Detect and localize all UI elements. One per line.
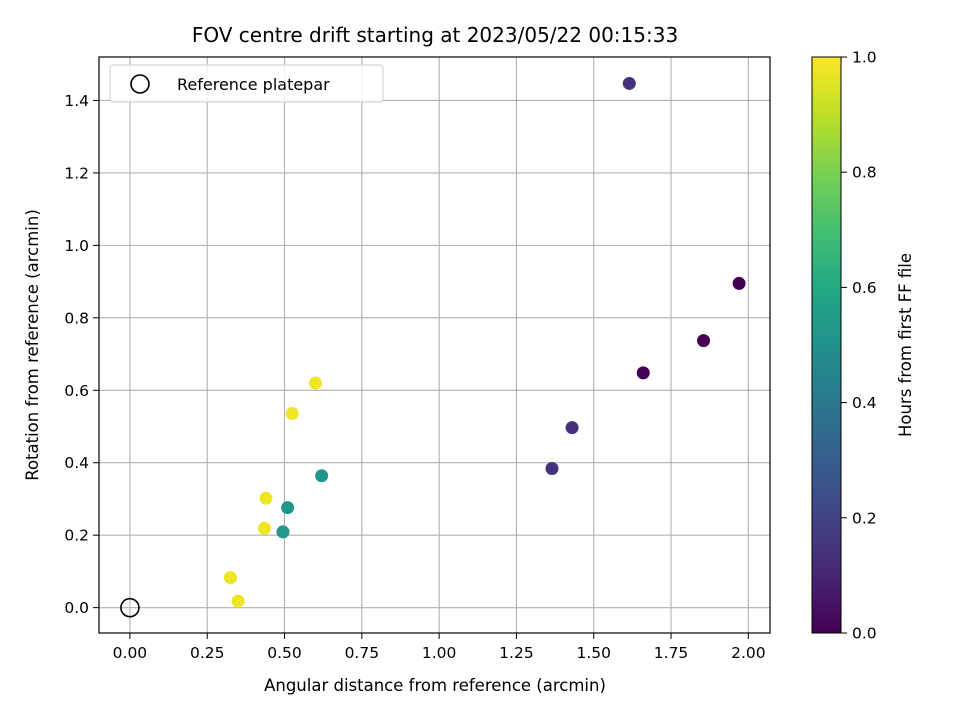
x-tick-label: 0.50 — [267, 644, 302, 662]
y-tick-label: 1.4 — [64, 92, 89, 110]
colorbar-title: Hours from first FF file — [896, 253, 915, 437]
y-tick-label: 0.8 — [64, 309, 89, 327]
x-tick-label: 1.25 — [499, 644, 534, 662]
y-axis-ticks: 0.0 0.2 0.4 0.6 0.8 1.0 1.2 1.4 — [64, 92, 99, 617]
x-axis-title: Angular distance from reference (arcmin) — [264, 676, 606, 695]
colorbar-tick-label: 0.6 — [852, 279, 877, 297]
data-point — [565, 421, 579, 435]
colorbar-tick-label: 0.2 — [852, 509, 877, 527]
y-tick-label: 0.6 — [64, 382, 89, 400]
colorbar-tick-label: 0.0 — [852, 625, 877, 643]
grid-lines — [99, 57, 770, 633]
data-point — [308, 376, 322, 390]
legend: Reference platepar — [109, 64, 384, 103]
plot-area-frame — [98, 56, 771, 634]
legend-box — [109, 64, 384, 103]
colorbar-tick-label: 1.0 — [852, 49, 877, 67]
y-tick-label: 1.2 — [64, 164, 89, 182]
data-point — [697, 334, 711, 348]
data-point — [276, 525, 290, 539]
x-tick-label: 1.50 — [576, 644, 611, 662]
colorbar: 0.0 0.2 0.4 0.6 0.8 1.0 Hours from first FF f… — [811, 49, 915, 643]
data-point — [223, 571, 237, 585]
data-point — [285, 406, 299, 420]
y-axis-title: Rotation from reference (arcmin) — [23, 209, 42, 481]
x-tick-label: 0.00 — [113, 644, 148, 662]
data-point — [259, 491, 273, 505]
data-point — [732, 276, 746, 290]
x-tick-label: 1.00 — [422, 644, 457, 662]
data-point — [545, 462, 559, 476]
x-tick-label: 0.75 — [345, 644, 380, 662]
chart-title: FOV centre drift starting at 2023/05/22 … — [192, 23, 678, 47]
y-tick-label: 1.0 — [64, 237, 89, 255]
colorbar-ticks: 0.0 0.2 0.4 0.6 0.8 1.0 — [841, 49, 877, 643]
x-tick-label: 1.75 — [654, 644, 689, 662]
colorbar-gradient — [811, 56, 842, 634]
data-point — [636, 366, 650, 380]
data-point — [622, 76, 636, 90]
data-point — [315, 469, 329, 483]
y-tick-label: 0.2 — [64, 527, 89, 545]
x-axis-ticks: 0.00 0.25 0.50 0.75 1.00 1.25 1.50 1.75 2.00 — [113, 633, 766, 662]
colorbar-tick-label: 0.4 — [852, 394, 877, 412]
y-tick-label: 0.4 — [64, 454, 89, 472]
legend-marker-icon — [130, 74, 150, 94]
data-point — [281, 501, 295, 515]
x-tick-label: 0.25 — [190, 644, 225, 662]
data-points — [223, 76, 746, 608]
reference-point-marker — [120, 597, 140, 618]
colorbar-tick-label: 0.8 — [852, 164, 877, 182]
data-point — [257, 521, 271, 535]
legend-entry-reference-platepar: Reference platepar — [177, 75, 330, 94]
y-tick-label: 0.0 — [64, 599, 89, 617]
x-tick-label: 2.00 — [731, 644, 766, 662]
data-point — [231, 594, 245, 608]
